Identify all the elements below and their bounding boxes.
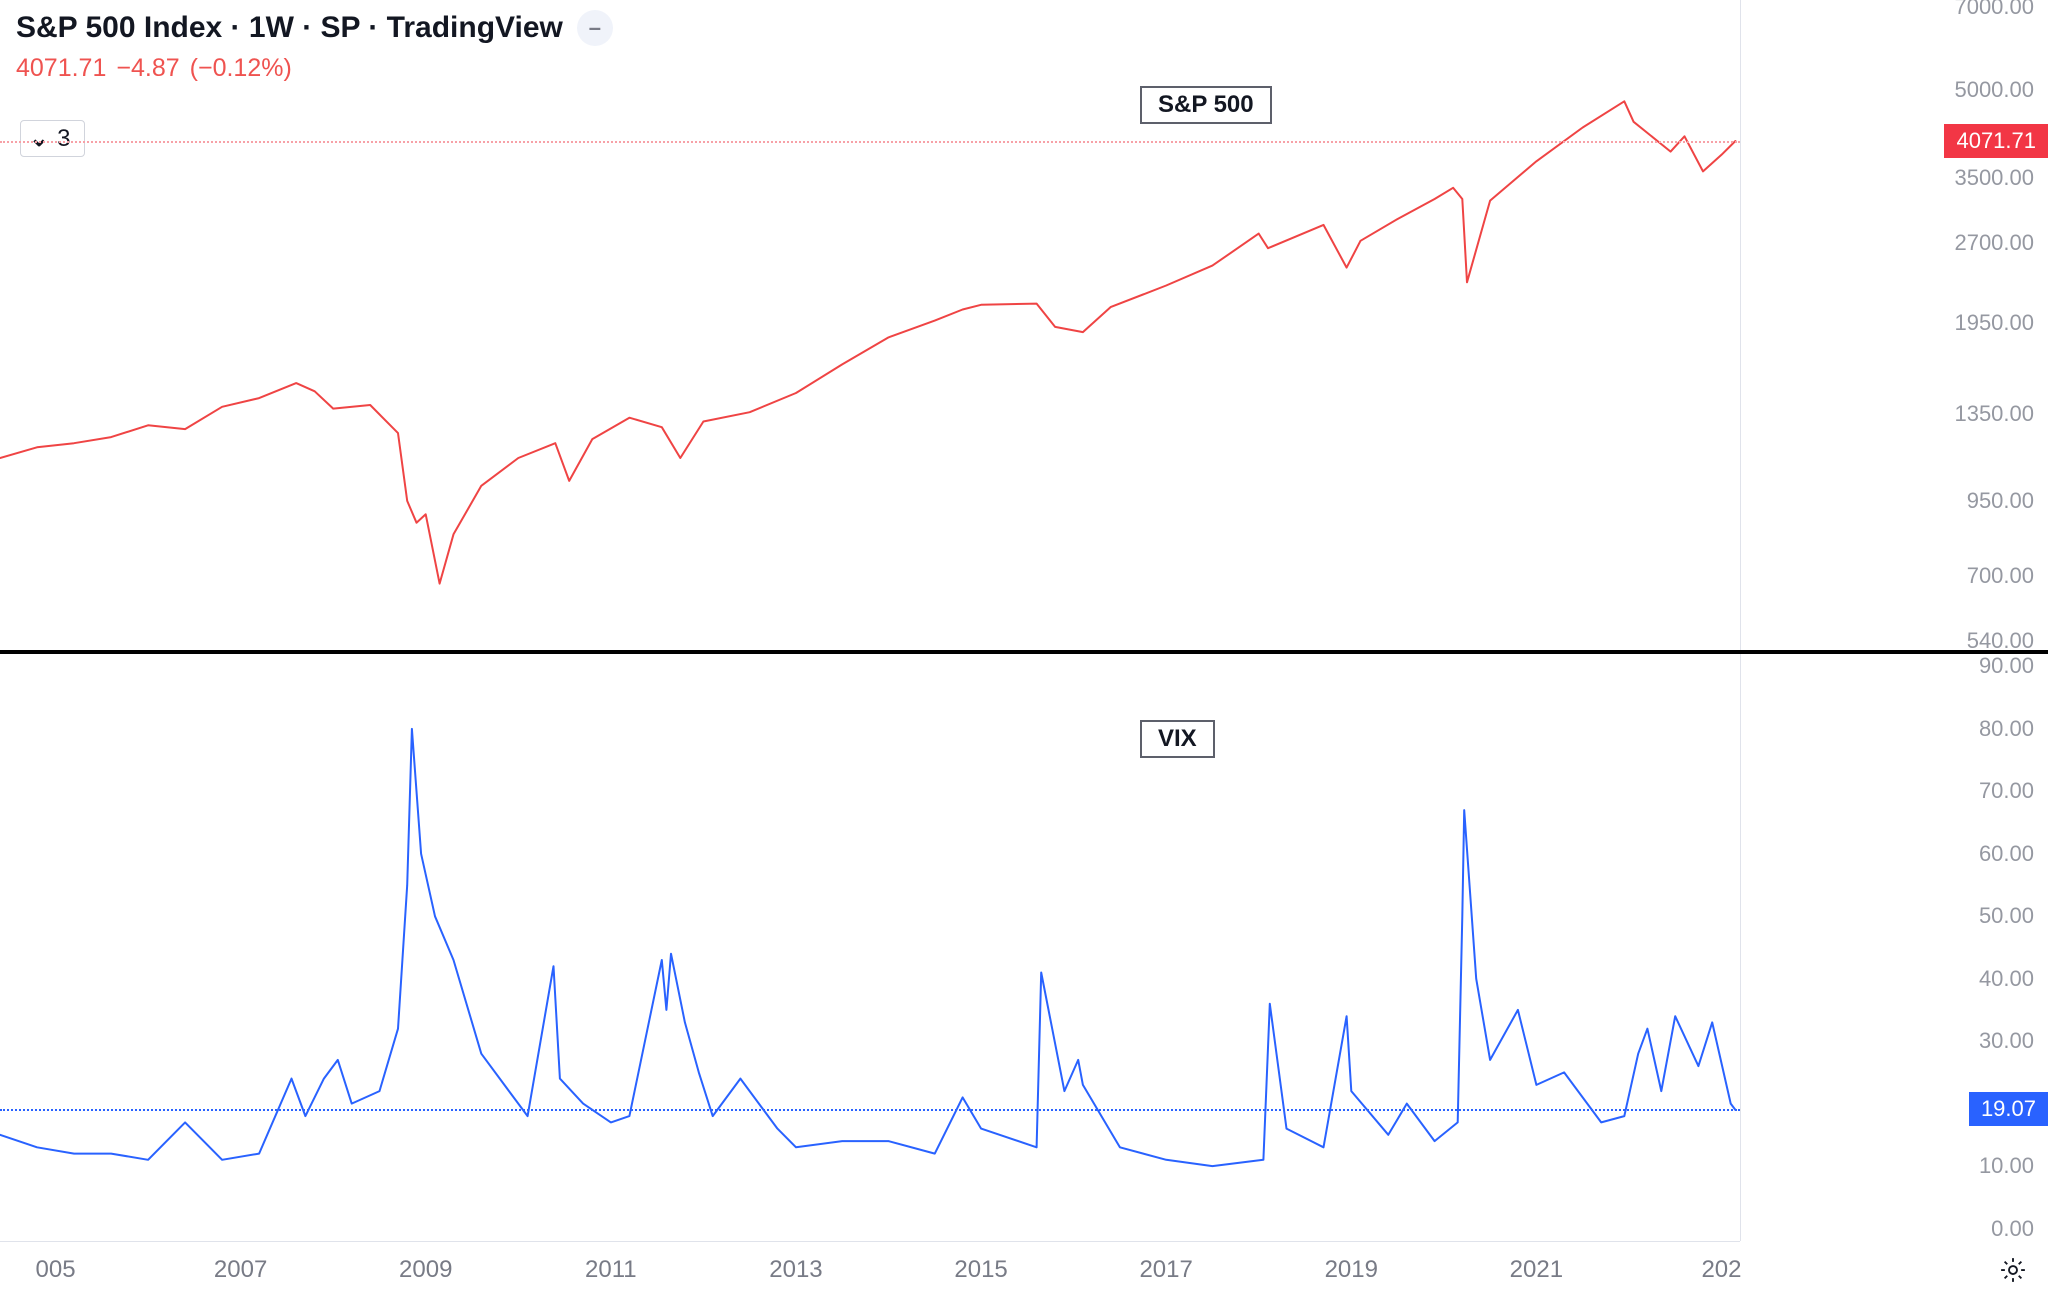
ytick: 40.00 [1979, 966, 2034, 992]
time-axis[interactable]: 005 2007 2009 2011 2013 2015 2017 2019 2021 202 [0, 1241, 1740, 1295]
settings-icon[interactable] [1998, 1255, 2028, 1285]
ytick: 2700.00 [1954, 230, 2034, 256]
vix-price-line [0, 1109, 1740, 1111]
vix-price-badge[interactable]: 19.07 [1969, 1092, 2048, 1126]
ytick: 540.00 [1967, 628, 2034, 654]
ytick: 1950.00 [1954, 310, 2034, 336]
ytick: 50.00 [1979, 903, 2034, 929]
xtick: 2019 [1325, 1256, 1378, 1284]
xtick: 2021 [1510, 1256, 1563, 1284]
xtick: 2007 [214, 1256, 267, 1284]
ytick: 700.00 [1967, 563, 2034, 589]
xtick: 2011 [585, 1256, 637, 1284]
ytick: 3500.00 [1954, 165, 2034, 191]
xtick: 2009 [399, 1256, 452, 1284]
ytick: 30.00 [1979, 1028, 2034, 1054]
yaxis-divider [1740, 0, 1741, 1241]
xtick: 005 [36, 1256, 76, 1284]
ytick: 7000.00 [1954, 0, 2034, 20]
chart-root: S&P 500 Index · 1W · SP · TradingView – … [0, 0, 2048, 1295]
ytick: 90.00 [1979, 653, 2034, 679]
ytick: 5000.00 [1954, 77, 2034, 103]
ytick: 1350.00 [1954, 401, 2034, 427]
xtick: 2017 [1139, 1256, 1192, 1284]
ytick: 0.00 [1991, 1216, 2034, 1242]
xtick: 2013 [769, 1256, 822, 1284]
spx-price-badge[interactable]: 4071.71 [1944, 124, 2048, 158]
spx-chart-area[interactable] [0, 0, 1740, 650]
spx-price-line [0, 141, 1740, 143]
ytick: 10.00 [1979, 1153, 2034, 1179]
ytick: 80.00 [1979, 716, 2034, 742]
xtick: 2015 [954, 1256, 1007, 1284]
vix-chart-area[interactable] [0, 654, 1740, 1241]
ytick: 70.00 [1979, 778, 2034, 804]
ytick: 950.00 [1967, 488, 2034, 514]
ytick: 60.00 [1979, 841, 2034, 867]
xtick: 202 [1701, 1256, 1741, 1284]
